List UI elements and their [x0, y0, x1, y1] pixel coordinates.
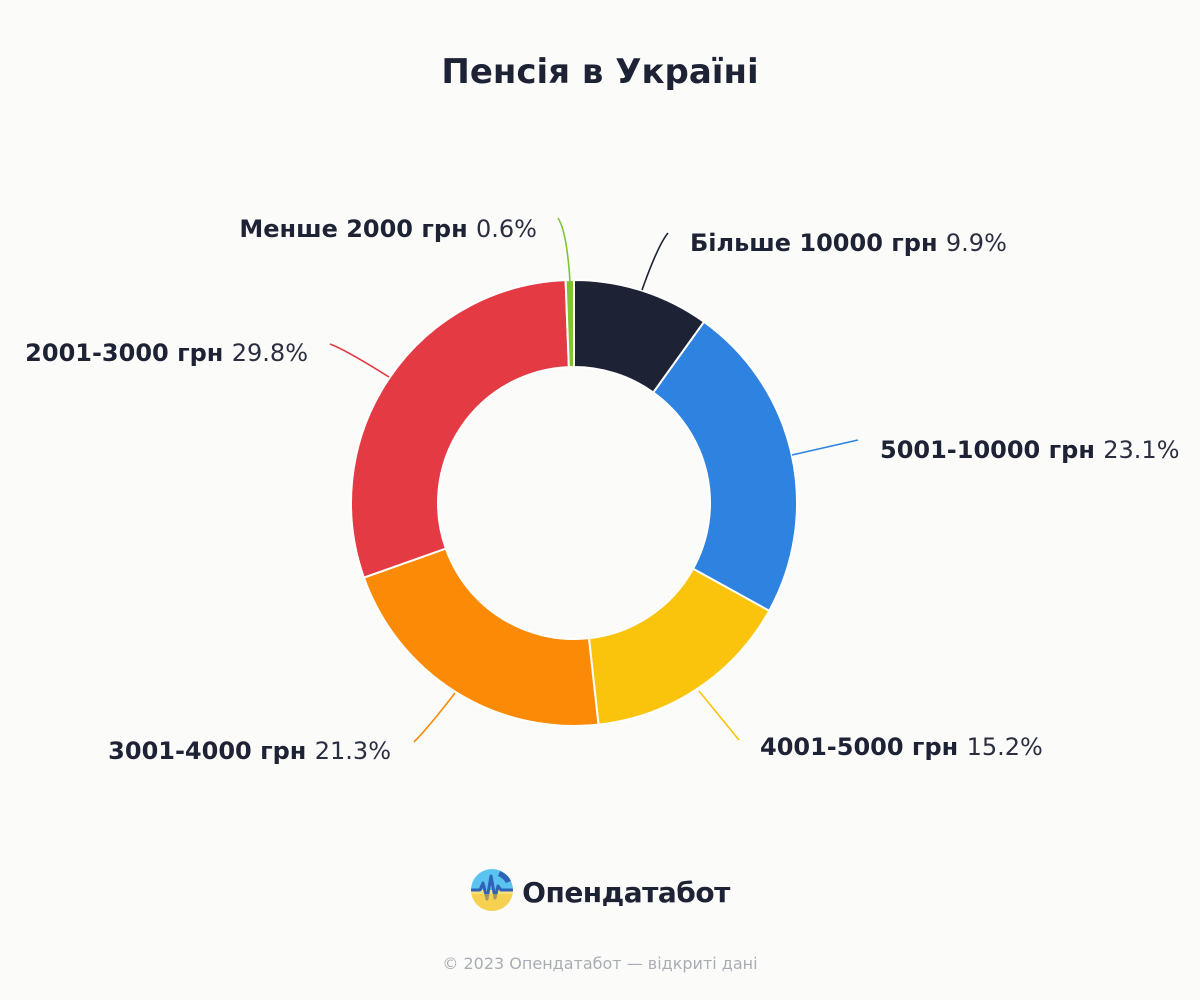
leader-line: [641, 232, 669, 291]
slice-label-value: 21.3%: [315, 737, 391, 765]
slice-label-value: 15.2%: [967, 733, 1043, 761]
leader-line: [413, 692, 456, 743]
slice-label: Менше 2000 грн 0.6%: [239, 215, 537, 243]
footer-copyright: © 2023 Опендатабот — відкриті дані: [442, 954, 758, 973]
slice-label: 5001-10000 грн 23.1%: [880, 436, 1180, 464]
chart-title: Пенсія в Україні: [441, 52, 759, 92]
leader-line: [329, 343, 390, 378]
slice-label-name: Менше 2000 грн: [239, 215, 476, 243]
slice-label-value: 9.9%: [946, 229, 1007, 257]
slice-label-name: Більше 10000 грн: [690, 229, 946, 257]
slice-label: Більше 10000 грн 9.9%: [690, 229, 1007, 257]
slice-label-name: 5001-10000 грн: [880, 436, 1103, 464]
opendatabot-logo-icon: [470, 868, 514, 916]
slice-label-value: 29.8%: [232, 339, 308, 367]
donut-slice: [350, 279, 570, 579]
donut-slices: [350, 278, 798, 727]
slice-label: 4001-5000 грн 15.2%: [760, 733, 1043, 761]
leader-lines: [329, 217, 859, 743]
leader-line: [698, 690, 740, 741]
leader-line: [791, 439, 859, 456]
slice-label-name: 3001-4000 грн: [108, 737, 315, 765]
donut-slice: [362, 547, 600, 727]
slice-label: 3001-4000 грн 21.3%: [108, 737, 391, 765]
brand-name: Опендатабот: [522, 875, 730, 909]
slice-label-value: 23.1%: [1103, 436, 1179, 464]
brand: Опендатабот: [0, 868, 1200, 916]
donut-slice: [564, 278, 575, 369]
slice-label-name: 2001-3000 грн: [25, 339, 232, 367]
slice-label: 2001-3000 грн 29.8%: [25, 339, 308, 367]
slice-labels: Більше 10000 грн 9.9% 5001-10000 грн 23.1…: [25, 215, 1179, 765]
slice-label-value: 0.6%: [476, 215, 537, 243]
donut-slice: [651, 320, 798, 613]
slice-label-name: 4001-5000 грн: [760, 733, 967, 761]
leader-line: [557, 217, 571, 283]
